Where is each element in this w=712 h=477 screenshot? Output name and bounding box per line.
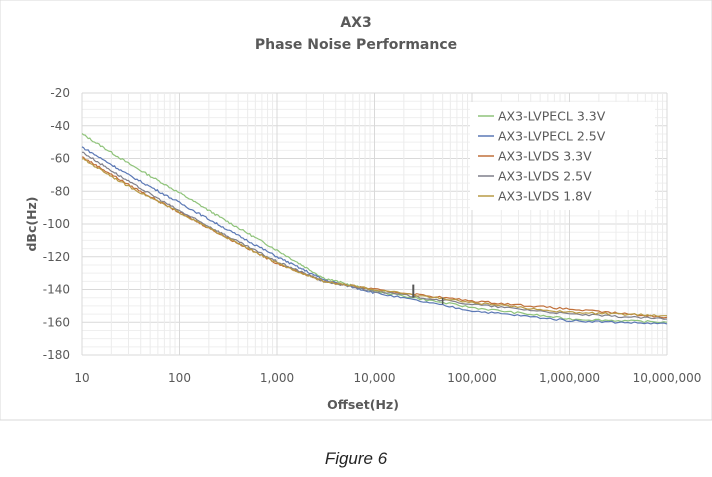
figure-caption: Figure 6 (325, 449, 388, 468)
series-line (81, 157, 667, 317)
x-axis-ticks: 10 100 1,000 10,000 100,000 1,000,000 10,000,0… (74, 371, 701, 385)
x-tick-label: 1,000,000 (539, 371, 600, 385)
series-lines (81, 133, 668, 325)
x-axis-label: Offset(Hz) (327, 397, 399, 412)
y-axis-label: dBc(Hz) (24, 196, 39, 251)
x-tick-label: 1,000 (260, 371, 294, 385)
legend-label: AX3-LVDS 2.5V (498, 169, 592, 184)
legend-label: AX3-LVPECL 3.3V (498, 109, 606, 124)
y-tick-label: -140 (43, 283, 70, 297)
y-tick-label: -180 (43, 348, 70, 362)
x-tick-label: 100,000 (447, 371, 497, 385)
series-line (81, 133, 668, 324)
y-tick-label: -120 (43, 250, 70, 264)
y-tick-label: -20 (50, 86, 70, 100)
chart-title: AX3 (340, 15, 371, 31)
series-line (82, 151, 668, 320)
legend-box (470, 102, 655, 210)
y-tick-label: -40 (50, 119, 70, 133)
legend-label: AX3-LVPECL 2.5V (498, 129, 606, 144)
legend: AX3-LVPECL 3.3V AX3-LVPECL 2.5V AX3-LVDS 3… (478, 109, 606, 204)
legend-label: AX3-LVDS 3.3V (498, 149, 592, 164)
y-tick-label: -100 (43, 217, 70, 231)
x-tick-label: 100 (168, 371, 191, 385)
chart-subtitle: Phase Noise Performance (255, 37, 457, 53)
y-tick-label: -160 (43, 315, 70, 329)
series-line (81, 146, 668, 325)
y-axis-ticks: -20 -40 -60 -80 -100 -120 -140 -160 -180 (43, 86, 70, 362)
y-tick-label: -60 (50, 152, 70, 166)
x-tick-label: 10,000,000 (633, 371, 702, 385)
y-tick-label: -80 (50, 184, 70, 198)
x-tick-label: 10,000 (354, 371, 396, 385)
x-tick-label: 10 (74, 371, 89, 385)
legend-label: AX3-LVDS 1.8V (498, 189, 592, 204)
